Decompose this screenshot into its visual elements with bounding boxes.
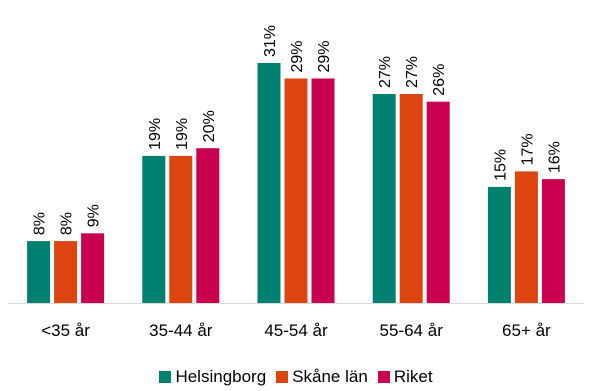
data-label-helsingborg-0: 8% bbox=[32, 212, 49, 235]
bar-riket-2 bbox=[311, 78, 335, 303]
data-label-helsingborg-3: 27% bbox=[377, 56, 394, 88]
data-label-skane-lan-2: 29% bbox=[289, 40, 306, 72]
bar-skane-lan-4 bbox=[514, 171, 538, 303]
legend: Helsingborg Skåne län Riket bbox=[0, 366, 592, 388]
x-tick-labels: <35 år 35-44 år 45-54 år 55-64 år 65+ år bbox=[41, 321, 551, 340]
bar-riket-0 bbox=[81, 233, 105, 303]
bar-riket-4 bbox=[541, 179, 565, 303]
bars-layer bbox=[27, 63, 565, 303]
data-label-riket-3: 26% bbox=[431, 64, 448, 96]
data-label-skane-lan-1: 19% bbox=[174, 118, 191, 150]
bar-helsingborg-0 bbox=[27, 241, 51, 303]
bar-skane-lan-0 bbox=[54, 241, 78, 303]
data-label-skane-lan-4: 17% bbox=[519, 133, 536, 165]
data-label-skane-lan-0: 8% bbox=[59, 212, 76, 235]
bar-helsingborg-1 bbox=[142, 155, 166, 303]
legend-swatch-skane-lan bbox=[276, 371, 289, 383]
x-tick-label-3: 55-64 år bbox=[380, 321, 444, 340]
legend-label-helsingborg: Helsingborg bbox=[175, 367, 267, 386]
legend-item-riket: Riket bbox=[377, 367, 433, 387]
legend-label-skane-lan: Skåne län bbox=[292, 367, 368, 386]
data-label-helsingborg-1: 19% bbox=[147, 118, 164, 150]
x-tick-label-1: 35-44 år bbox=[149, 321, 213, 340]
data-label-riket-4: 16% bbox=[546, 141, 563, 173]
bar-skane-lan-1 bbox=[169, 155, 193, 303]
x-tick-label-4: 65+ år bbox=[502, 321, 551, 340]
data-label-riket-2: 29% bbox=[316, 40, 333, 72]
x-tick-label-0: <35 år bbox=[41, 321, 90, 340]
bar-helsingborg-4 bbox=[487, 186, 511, 303]
data-label-riket-0: 9% bbox=[86, 204, 103, 227]
data-label-skane-lan-3: 27% bbox=[404, 56, 421, 88]
data-labels-layer: 8% 8% 9% 19% 19% 20% 31% 29% 29% 27% 27% 26% 15% 17% 1… bbox=[32, 25, 564, 235]
x-tick-label-2: 45-54 år bbox=[264, 321, 328, 340]
legend-swatch-helsingborg bbox=[159, 371, 172, 383]
legend-swatch-riket bbox=[377, 371, 390, 383]
data-label-riket-1: 20% bbox=[201, 110, 218, 142]
legend-label-riket: Riket bbox=[393, 367, 433, 386]
bar-helsingborg-2 bbox=[257, 63, 281, 303]
legend-item-skane-lan: Skåne län bbox=[276, 367, 368, 387]
bar-skane-lan-2 bbox=[284, 78, 308, 303]
bar-skane-lan-3 bbox=[399, 94, 423, 303]
bar-helsingborg-3 bbox=[372, 94, 396, 303]
bar-riket-3 bbox=[426, 101, 450, 303]
data-label-helsingborg-4: 15% bbox=[492, 149, 509, 181]
bar-riket-1 bbox=[196, 148, 220, 303]
legend-item-helsingborg: Helsingborg bbox=[159, 367, 266, 387]
data-label-helsingborg-2: 31% bbox=[262, 25, 279, 57]
